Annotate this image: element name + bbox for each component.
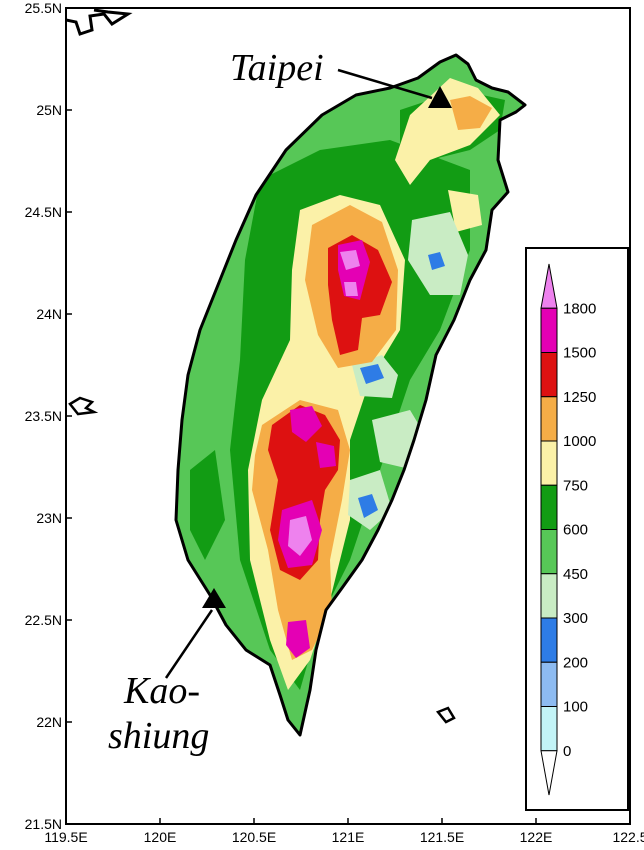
- legend-level-label: 1800: [563, 300, 596, 317]
- legend-swatch: [540, 573, 558, 619]
- city-layer: Taipei Kao- shiung: [108, 47, 452, 757]
- legend-swatch: [540, 440, 558, 486]
- kaohsiung-label-line1: Kao-: [123, 670, 200, 712]
- taipei-label: Taipei: [230, 47, 324, 89]
- lon-tick-label: 120.5E: [232, 829, 276, 845]
- legend-level-label: 600: [563, 522, 588, 539]
- lon-tick-label: 122E: [520, 829, 553, 845]
- plot-area: [66, 8, 630, 824]
- lat-tick-label: 21.5N: [25, 816, 62, 832]
- penghu-island: [68, 396, 99, 416]
- taipei-pointer-line: [337, 68, 433, 100]
- legend-level-label: 100: [563, 699, 588, 716]
- taiwan-coastline: [174, 53, 527, 737]
- lon-tick-label: 120E: [144, 829, 177, 845]
- taipei-marker: [428, 86, 452, 108]
- lat-tick-label: 22N: [36, 714, 62, 730]
- legend-level-label: 200: [563, 654, 588, 671]
- lat-tick-label: 25N: [36, 102, 62, 118]
- legend-swatch: [540, 352, 558, 398]
- kaohsiung-marker: [202, 588, 226, 608]
- legend-swatch: [540, 617, 558, 663]
- lat-tick-label: 25.5N: [25, 0, 62, 16]
- lon-tick-label: 119.5E: [44, 829, 87, 845]
- legend-swatch: [540, 706, 558, 752]
- latitude-axis: 25.5N 25N 24.5N 24N 23.5N 23N 22.5N 22N 21.5N: [25, 0, 72, 832]
- lon-tick-label: 121E: [332, 829, 365, 845]
- legend-swatch: [540, 307, 558, 353]
- lat-tick-label: 24.5N: [25, 204, 62, 220]
- kaohsiung-label-line2: shiung: [108, 715, 209, 757]
- legend-swatch: [540, 661, 558, 707]
- lat-tick-label: 23.5N: [25, 408, 62, 424]
- legend-swatch: [540, 396, 558, 442]
- kaohsiung-pointer-line: [164, 609, 214, 679]
- lat-tick-label: 23N: [36, 510, 62, 526]
- lat-tick-label: 22.5N: [25, 612, 62, 628]
- legend-level-label: 1250: [563, 389, 596, 406]
- legend-swatch: [540, 529, 558, 575]
- green-island: [435, 706, 456, 724]
- lon-tick-label: 121.5E: [420, 829, 464, 845]
- legend-swatch: [540, 484, 558, 530]
- legend-level-label: 750: [563, 477, 588, 494]
- longitude-axis: 119.5E 120E 120.5E 121E 121.5E 122E 122.5: [44, 818, 644, 845]
- lat-tick-label: 24N: [36, 306, 62, 322]
- legend-level-label: 1500: [563, 345, 596, 362]
- legend-level-label: 1000: [563, 433, 596, 450]
- mainland-coast: [66, 8, 133, 36]
- legend-level-label: 0: [563, 743, 571, 760]
- legend-level-label: 300: [563, 610, 588, 627]
- lon-tick-label: 122.5: [612, 829, 644, 845]
- legend-level-label: 450: [563, 566, 588, 583]
- legend-swatch-bottom-arrow: [540, 750, 558, 796]
